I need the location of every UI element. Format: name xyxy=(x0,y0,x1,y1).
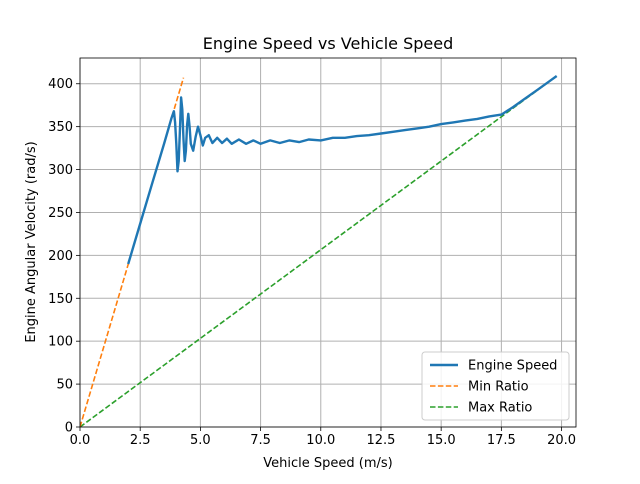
plot-series xyxy=(80,75,558,427)
y-tick-label: 100 xyxy=(48,335,73,350)
x-axis-label: Vehicle Speed (m/s) xyxy=(263,456,392,471)
legend-entry-label: Max Ratio xyxy=(468,401,532,416)
y-tick-label: 350 xyxy=(48,120,73,135)
y-tick-label: 300 xyxy=(48,163,73,178)
x-tick-label: 17.5 xyxy=(487,433,516,448)
plot-frame xyxy=(79,57,577,428)
x-tick-label: 20.0 xyxy=(547,433,576,448)
chart-title: Engine Speed vs Vehicle Speed xyxy=(203,34,454,53)
y-tick-label: 150 xyxy=(48,292,73,307)
x-tick-label: 0.0 xyxy=(70,433,91,448)
x-tick-label: 7.5 xyxy=(250,433,271,448)
series-line-max-ratio xyxy=(80,75,558,427)
x-tick-label: 2.5 xyxy=(130,433,151,448)
x-tick-label: 12.5 xyxy=(366,433,395,448)
legend-entry-label: Engine Speed xyxy=(468,359,557,374)
x-tick-label: 10.0 xyxy=(306,433,335,448)
legend-entry-label: Min Ratio xyxy=(468,380,529,395)
series-line-engine-speed xyxy=(127,75,558,265)
legend-box xyxy=(421,351,570,421)
x-axis-ticks: 0.0 2.5 5.0 7.5 10.0 12.5 15.0 17.5 20.0 xyxy=(70,427,576,448)
legend: Engine Speed Min Ratio Max Ratio xyxy=(421,351,570,421)
y-tick-label: 250 xyxy=(48,206,73,221)
y-axis-label: Engine Angular Velocity (rad/s) xyxy=(24,141,39,342)
y-tick-label: 400 xyxy=(48,77,73,92)
x-tick-label: 5.0 xyxy=(190,433,211,448)
y-tick-label: 0 xyxy=(65,421,73,436)
y-axis-ticks: 0 50 100 150 200 250 300 350 400 xyxy=(48,77,80,436)
x-tick-label: 15.0 xyxy=(427,433,456,448)
y-tick-label: 200 xyxy=(48,249,73,264)
y-tick-label: 50 xyxy=(56,378,73,393)
